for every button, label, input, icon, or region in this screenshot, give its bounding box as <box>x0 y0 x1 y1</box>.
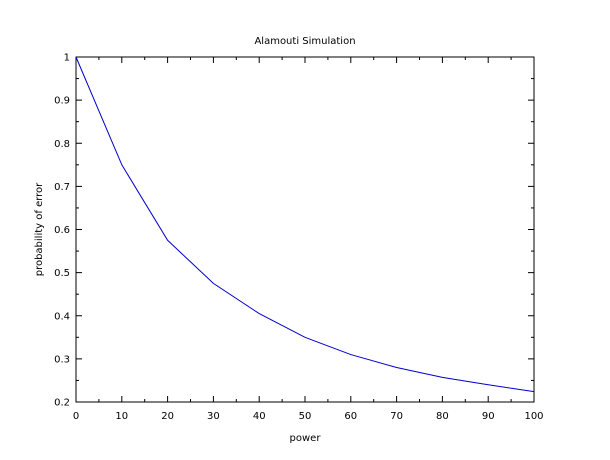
chart-title: Alamouti Simulation <box>254 36 355 47</box>
y-tick-label: 0.4 <box>54 311 70 322</box>
x-tick-label: 0 <box>73 411 79 422</box>
y-tick-label: 1 <box>64 53 70 64</box>
plot-area <box>75 56 535 403</box>
x-tick-label: 40 <box>253 411 266 422</box>
x-tick-label: 50 <box>299 411 312 422</box>
y-tick-label: 0.2 <box>54 398 70 409</box>
y-tick-label: 0.9 <box>54 96 70 107</box>
x-tick-label: 20 <box>161 411 174 422</box>
y-tick-label: 0.5 <box>54 268 70 279</box>
x-tick-label: 80 <box>436 411 449 422</box>
x-tick-label: 90 <box>482 411 495 422</box>
y-axis-label: probability of error <box>34 182 45 276</box>
y-tick-label: 0.3 <box>54 354 70 365</box>
series-line-0 <box>75 56 535 393</box>
y-tick-label: 0.8 <box>54 139 70 150</box>
x-axis: 0 10 20 30 40 50 60 70 80 90 100 <box>73 57 544 422</box>
x-tick-label: 30 <box>207 411 220 422</box>
x-tick-label: 70 <box>390 411 403 422</box>
x-tick-label: 10 <box>115 411 128 422</box>
x-axis-label: power <box>290 433 322 444</box>
x-tick-label: 100 <box>524 411 543 422</box>
x-tick-label: 60 <box>344 411 357 422</box>
y-tick-label: 0.7 <box>54 182 70 193</box>
y-tick-label: 0.6 <box>54 225 70 236</box>
y-axis: 0.2 0.3 0.4 0.5 0.6 0.7 0.8 0.9 1 <box>54 53 534 409</box>
series-layer <box>75 56 535 393</box>
